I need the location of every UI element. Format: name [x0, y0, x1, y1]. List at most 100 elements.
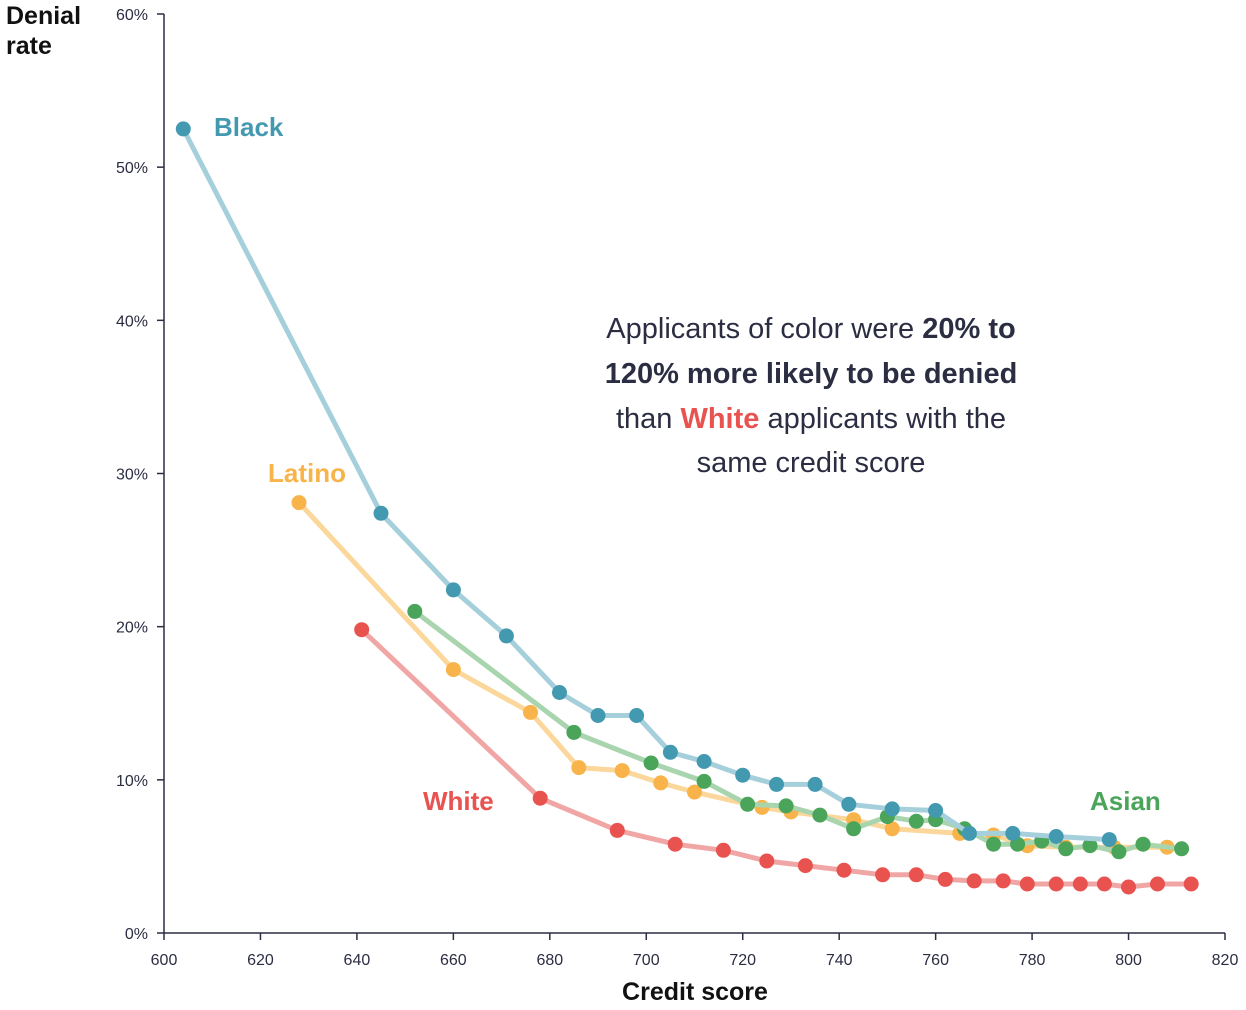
data-point-white	[609, 822, 625, 838]
series-black	[175, 121, 1117, 848]
data-point-asian	[778, 798, 794, 814]
data-point-black	[445, 582, 461, 598]
data-point-white	[667, 836, 683, 852]
x-tick-label: 820	[1212, 952, 1239, 969]
data-point-white	[797, 858, 813, 874]
data-point-white	[908, 867, 924, 883]
y-axis-ticks: 0% 10% 20% 30% 40% 50% 60%	[116, 7, 164, 943]
data-point-latino	[614, 763, 630, 779]
data-point-black	[629, 708, 645, 723]
series-asian	[407, 603, 1190, 860]
annotation-line-2: 120% more likely to be denied	[605, 358, 1018, 390]
x-tick-label: 780	[1019, 952, 1046, 969]
y-tick-label: 40%	[116, 313, 148, 330]
data-point-asian	[1135, 836, 1151, 852]
data-point-white	[354, 622, 370, 638]
data-point-asian	[696, 773, 712, 789]
x-tick-label: 800	[1115, 952, 1142, 969]
data-point-black	[662, 744, 678, 760]
series-label-white: White	[423, 786, 494, 816]
data-point-black	[841, 796, 857, 812]
data-point-asian	[1111, 844, 1127, 860]
series-label-latino: Latino	[268, 458, 346, 488]
annotation-line-3-post: applicants with the	[759, 403, 1006, 435]
series-layer	[175, 121, 1199, 895]
x-tick-label: 660	[440, 952, 467, 969]
y-axis-title-line1: Denial	[6, 2, 81, 30]
data-point-white	[836, 862, 852, 878]
x-tick-label: 640	[344, 952, 371, 969]
data-point-black	[175, 121, 191, 137]
x-tick-label: 760	[922, 952, 949, 969]
x-axis-title: Credit score	[622, 978, 768, 1006]
y-tick-label: 30%	[116, 467, 148, 484]
data-point-black	[498, 628, 514, 644]
annotation-line-1-bold: 20% to	[922, 313, 1015, 345]
x-tick-label: 700	[633, 952, 660, 969]
data-point-black	[807, 776, 823, 792]
data-point-latino	[523, 704, 538, 720]
series-label-asian: Asian	[1090, 786, 1161, 816]
y-tick-label: 0%	[125, 926, 148, 943]
data-point-white	[966, 873, 982, 889]
data-point-latino	[687, 784, 702, 800]
data-point-asian	[407, 603, 423, 619]
data-point-latino	[291, 495, 307, 511]
data-point-latino	[653, 775, 669, 791]
x-tick-label: 740	[826, 952, 853, 969]
data-point-black	[1005, 825, 1021, 841]
y-tick-label: 20%	[116, 620, 148, 637]
data-point-asian	[566, 724, 582, 740]
data-point-asian	[1174, 841, 1190, 857]
annotation-white-highlight: White	[680, 403, 759, 435]
annotation-line-1-normal: Applicants of color were	[606, 313, 922, 345]
series-label-black: Black	[214, 112, 284, 142]
data-point-black	[373, 505, 389, 521]
annotation-line-4: same credit score	[697, 447, 926, 479]
axes: 0% 10% 20% 30% 40% 50% 60% 600 620 640 660 680 700 7…	[116, 7, 1238, 969]
data-point-latino	[445, 662, 461, 678]
data-point-asian	[740, 796, 756, 812]
x-axis-ticks: 600 620 640 660 680 700 720 740 760 780 800 820	[151, 933, 1239, 969]
data-point-white	[1183, 876, 1199, 892]
data-point-black	[735, 767, 751, 783]
y-tick-label: 50%	[116, 160, 148, 177]
annotation-line-3-pre: than	[616, 403, 681, 435]
data-point-asian	[643, 755, 659, 771]
data-point-black	[1101, 832, 1117, 848]
annotation-line-3: than White applicants with the	[616, 403, 1006, 435]
y-tick-label: 60%	[116, 7, 148, 24]
y-axis-title-line2: rate	[6, 32, 52, 60]
data-point-white	[1150, 876, 1165, 892]
data-point-white	[759, 853, 775, 869]
data-point-white	[875, 867, 891, 883]
data-point-asian	[1058, 841, 1074, 857]
data-point-black	[928, 803, 944, 818]
data-point-white	[1019, 876, 1035, 892]
data-point-white	[1072, 876, 1088, 892]
y-tick-label: 10%	[116, 773, 148, 790]
data-point-white	[532, 790, 548, 806]
data-point-black	[696, 754, 712, 769]
data-point-black	[552, 685, 567, 700]
data-point-black	[1048, 829, 1064, 844]
data-point-black	[961, 825, 977, 841]
annotation-line-1: Applicants of color were 20% to	[606, 313, 1015, 345]
series-line-asian	[412, 608, 1185, 855]
x-tick-label: 620	[247, 952, 274, 969]
x-tick-label: 720	[729, 952, 756, 969]
x-tick-label: 680	[536, 952, 563, 969]
data-point-asian	[1082, 838, 1098, 854]
data-point-asian	[986, 836, 1001, 852]
x-tick-label: 600	[151, 952, 178, 969]
data-point-asian	[846, 821, 862, 837]
data-point-latino	[571, 760, 587, 776]
data-point-asian	[908, 813, 924, 829]
data-point-white	[1121, 879, 1136, 895]
data-point-white	[1048, 876, 1064, 892]
data-point-latino	[884, 821, 900, 837]
data-point-white	[937, 871, 953, 887]
data-point-black	[884, 801, 900, 817]
